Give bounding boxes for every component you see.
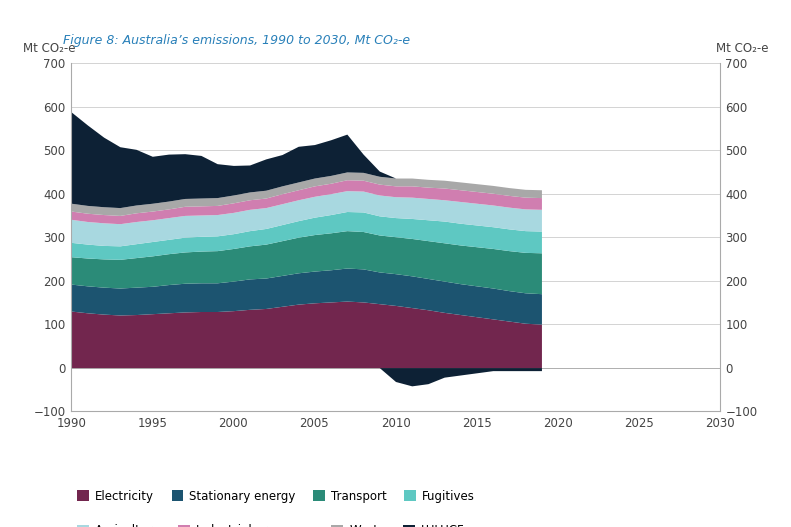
Text: Mt CO₂-e: Mt CO₂-e: [716, 42, 769, 55]
Legend: Agriculture, Industrial processes, Waste, LULUCF: Agriculture, Industrial processes, Waste…: [77, 524, 464, 527]
Text: Mt CO₂-e: Mt CO₂-e: [22, 42, 75, 55]
Text: Figure 8: Australia’s emissions, 1990 to 2030, Mt CO₂-e: Figure 8: Australia’s emissions, 1990 to…: [63, 34, 411, 47]
